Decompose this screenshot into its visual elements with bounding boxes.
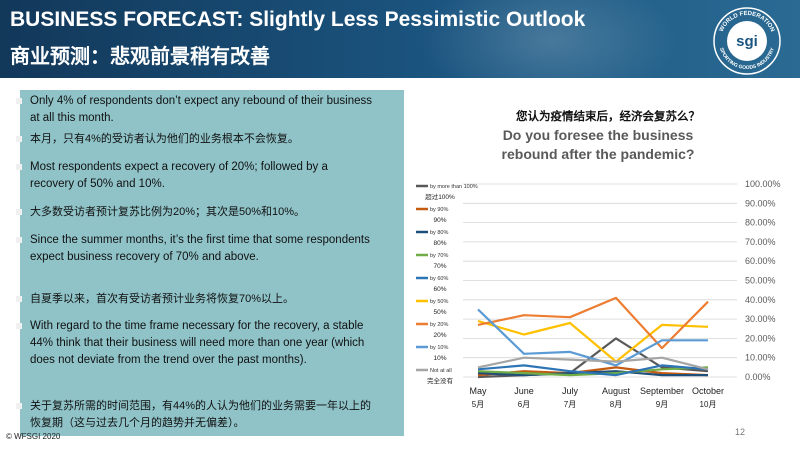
- legend-label-cn: 60%: [433, 286, 446, 293]
- series-line-by-60-: [477, 364, 709, 377]
- y-tick-label: 90.00%: [745, 198, 776, 208]
- title-english: BUSINESS FORECAST: Slightly Less Pessimi…: [10, 8, 586, 31]
- series-line-by-10-: [477, 308, 708, 367]
- x-tick-label: October: [692, 386, 724, 396]
- page-number: 12: [735, 427, 746, 437]
- title-chinese: 商业预测：悲观前景稍有改善: [10, 46, 270, 68]
- bullet-7: With regard to the time frame necessary …: [16, 318, 375, 369]
- legend-label-cn: 20%: [433, 332, 446, 339]
- wfsgi-logo: WORLD FEDERATION SPORTING GOODS INDUSTRY…: [713, 7, 781, 75]
- legend-label-cn: 80%: [433, 240, 446, 247]
- header-glow: [420, 0, 680, 78]
- legend-label: Not at all: [430, 368, 452, 374]
- y-tick-label: 50.00%: [745, 276, 776, 286]
- legend-label-cn: 90%: [433, 217, 446, 224]
- legend-label: by 80%: [430, 230, 448, 236]
- legend-label: by 70%: [430, 253, 448, 259]
- x-tick-label: June: [514, 386, 534, 396]
- bullet-8: 关于复苏所需的时间范围，有44%的人认为他们的业务需要一年以上的恢复期（这与过去…: [16, 398, 375, 432]
- x-tick-label-cn: 6月: [518, 400, 530, 409]
- legend-label-cn: 10%: [433, 355, 446, 362]
- chart-title-en: Do you foresee the business rebound after…: [502, 127, 695, 162]
- summary-panel: [20, 90, 404, 436]
- legend-label: by 90%: [430, 207, 448, 213]
- bullet-4: 大多数受访者预计复苏比例为20%；其次是50%和10%。: [16, 204, 375, 221]
- series-line-not-at-all: [477, 356, 709, 371]
- bullet-6: 自夏季以来，首次有受访者预计业务将恢复70%以上。: [16, 291, 375, 308]
- y-tick-label: 10.00%: [745, 353, 776, 363]
- y-tick-label: 20.00%: [745, 333, 776, 343]
- x-tick-label-cn: 9月: [656, 400, 668, 409]
- y-tick-label: 0.00%: [745, 372, 771, 382]
- legend-label-cn: 50%: [433, 309, 446, 316]
- y-tick-label: 60.00%: [745, 256, 776, 266]
- bullet-2: 本月，只有4%的受访者认为他们的业务根本不会恢复。: [16, 131, 375, 148]
- series-line-by-50-: [477, 319, 709, 363]
- copyright: © WFSGI 2020: [6, 432, 61, 441]
- x-tick-label-cn: 7月: [564, 400, 576, 409]
- x-tick-label: May: [469, 386, 487, 396]
- header-banner: BUSINESS FORECAST: Slightly Less Pessimi…: [0, 0, 800, 78]
- y-tick-label: 70.00%: [745, 237, 776, 247]
- legend-label-cn: 完全没有: [427, 376, 454, 385]
- y-tick-label: 30.00%: [745, 314, 776, 324]
- y-tick-label: 80.00%: [745, 218, 776, 228]
- legend-label: by 50%: [430, 299, 448, 305]
- x-tick-label: July: [562, 386, 579, 396]
- x-tick-label: August: [602, 386, 631, 396]
- x-tick-label-cn: 10月: [700, 400, 717, 409]
- legend-label: by more than 100%: [430, 184, 478, 190]
- chart-title-cn: 您认为疫情结束后，经济会复苏么？: [516, 109, 700, 123]
- legend-label: by 20%: [430, 322, 448, 328]
- bullet-5: Since the summer months, it’s the first …: [16, 232, 375, 266]
- legend-label-cn: 超过100%: [425, 192, 455, 201]
- legend-label: by 60%: [430, 276, 448, 282]
- logo-center-text: sgi: [736, 33, 758, 50]
- forecast-line-chart: 您认为疫情结束后，经济会复苏么？ Do you foresee the busi…: [416, 109, 781, 409]
- x-tick-label-cn: 5月: [472, 400, 484, 409]
- x-tick-label: September: [640, 386, 684, 396]
- x-tick-label-cn: 8月: [610, 400, 622, 409]
- bullet-1: Only 4% of respondents don’t expect any …: [16, 93, 375, 127]
- bullet-3: Most respondents expect a recovery of 20…: [16, 159, 375, 193]
- legend-label-cn: 70%: [433, 263, 446, 270]
- y-tick-label: 100.00%: [745, 179, 781, 189]
- y-tick-label: 40.00%: [745, 295, 776, 305]
- legend-label: by 10%: [430, 345, 448, 351]
